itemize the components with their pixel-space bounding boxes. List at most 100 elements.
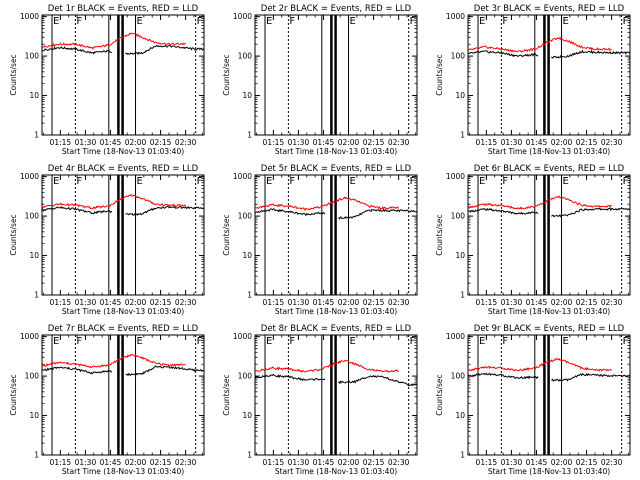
- x-tick-label: 01:15: [263, 458, 285, 467]
- x-tick-label: 01:15: [476, 298, 498, 307]
- e-marker: E: [53, 336, 59, 347]
- y-tick-label: 1000: [20, 12, 39, 21]
- events-series-line: [467, 207, 539, 215]
- panel-title: Det 2r BLACK = Events, RED = LLD: [261, 4, 412, 14]
- x-tick-label: 01:30: [75, 458, 97, 467]
- y-tick-label: 1: [460, 131, 465, 140]
- e-marker: E: [479, 336, 485, 347]
- events-series-line: [41, 366, 113, 375]
- x-tick-label: 02:15: [363, 458, 385, 467]
- panel-title: Det 5r BLACK = Events, RED = LLD: [261, 164, 412, 174]
- lld-series-line: [254, 196, 400, 212]
- panel-title: Det 8r BLACK = Events, RED = LLD: [261, 324, 412, 334]
- events-series-line: [338, 208, 418, 220]
- x-tick-label: 02:15: [576, 138, 598, 147]
- x-tick-label: 01:30: [288, 298, 310, 307]
- x-tick-label: 02:00: [125, 138, 147, 147]
- x-tick-label: 02:00: [338, 138, 360, 147]
- y-tick-label: 10: [29, 251, 39, 260]
- e-marker: E: [563, 176, 569, 187]
- saa-bar: [121, 175, 124, 295]
- events-series-line: [338, 374, 418, 387]
- saa-bar: [334, 335, 337, 455]
- x-axis-label: Start Time (18-Nov-13 01:03:40): [488, 307, 610, 316]
- events-series-line: [467, 372, 539, 380]
- x-tick-label: 01:15: [50, 298, 72, 307]
- e-marker: E: [479, 176, 485, 187]
- saa-bar: [121, 335, 124, 455]
- y-tick-label: 1: [460, 291, 465, 300]
- x-tick-label: 02:15: [363, 138, 385, 147]
- x-tick-label: 02:30: [601, 138, 623, 147]
- y-axis-label: Counts/sec: [222, 374, 231, 415]
- saa-bar: [330, 175, 333, 295]
- e-marker: E: [266, 16, 272, 27]
- saa-bar: [334, 15, 337, 135]
- x-tick-label: 01:15: [263, 138, 285, 147]
- e-marker: E: [350, 176, 356, 187]
- x-tick-label: 01:30: [501, 458, 523, 467]
- x-tick-label: 02:15: [576, 298, 598, 307]
- detector-panel: Det 3r BLACK = Events, RED = LLD 1 10 100 10…: [435, 4, 631, 156]
- e-marker: E: [563, 336, 569, 347]
- events-series-line: [41, 46, 113, 55]
- x-tick-label: 01:15: [476, 458, 498, 467]
- f-marker: F: [76, 176, 82, 187]
- x-tick-label: 02:30: [388, 298, 410, 307]
- y-tick-label: 100: [451, 212, 466, 221]
- y-tick-label: 1000: [233, 172, 252, 181]
- y-axis-label: Counts/sec: [222, 54, 231, 95]
- y-axis-label: Counts/sec: [9, 214, 18, 255]
- y-tick-label: 100: [451, 372, 466, 381]
- y-tick-label: 100: [25, 372, 40, 381]
- x-tick-label: 01:45: [526, 458, 548, 467]
- x-tick-label: 01:15: [263, 298, 285, 307]
- e-marker: E: [350, 16, 356, 27]
- x-axis-label: Start Time (18-Nov-13 01:03:40): [488, 147, 610, 156]
- x-tick-label: 01:30: [501, 138, 523, 147]
- events-series-line: [467, 50, 539, 58]
- e-marker: E: [137, 176, 143, 187]
- y-tick-label: 100: [25, 212, 40, 221]
- f-marker: F: [623, 176, 629, 187]
- lld-series-line: [41, 32, 186, 50]
- panel-title: Det 7r BLACK = Events, RED = LLD: [48, 324, 199, 334]
- f-marker: F: [502, 336, 508, 347]
- x-tick-label: 02:15: [150, 298, 172, 307]
- y-tick-label: 100: [25, 52, 40, 61]
- f-marker: F: [197, 336, 203, 347]
- y-tick-label: 1: [34, 451, 39, 460]
- saa-bar: [543, 15, 546, 135]
- y-tick-label: 1000: [20, 172, 39, 181]
- f-marker: F: [289, 176, 295, 187]
- events-series-line: [551, 372, 631, 382]
- detector-panel: Det 8r BLACK = Events, RED = LLD 1 10 100 10…: [222, 324, 418, 476]
- lld-series-line: [41, 353, 186, 369]
- y-tick-label: 1: [247, 131, 252, 140]
- x-tick-label: 02:00: [338, 458, 360, 467]
- x-tick-label: 02:15: [150, 458, 172, 467]
- x-tick-label: 01:30: [288, 138, 310, 147]
- x-tick-label: 01:30: [501, 298, 523, 307]
- events-series-line: [125, 365, 204, 377]
- f-marker: F: [289, 336, 295, 347]
- detector-panel: Det 2r BLACK = Events, RED = LLD 1 10 100 10…: [222, 4, 418, 156]
- x-tick-label: 02:00: [551, 138, 573, 147]
- f-marker: F: [623, 336, 629, 347]
- saa-bar: [547, 335, 550, 455]
- saa-bar: [117, 175, 120, 295]
- y-tick-label: 100: [238, 372, 253, 381]
- y-tick-label: 1000: [233, 12, 252, 21]
- x-tick-label: 02:15: [363, 298, 385, 307]
- x-axis-label: Start Time (18-Nov-13 01:03:40): [275, 467, 397, 476]
- saa-bar: [334, 175, 337, 295]
- y-tick-label: 10: [242, 251, 252, 260]
- lld-series-line: [467, 195, 612, 210]
- x-tick-label: 02:30: [388, 458, 410, 467]
- x-tick-label: 01:30: [75, 298, 97, 307]
- saa-bar: [330, 335, 333, 455]
- f-marker: F: [76, 336, 82, 347]
- x-tick-label: 02:15: [576, 458, 598, 467]
- detector-panel: Det 5r BLACK = Events, RED = LLD 1 10 100 10…: [222, 164, 418, 316]
